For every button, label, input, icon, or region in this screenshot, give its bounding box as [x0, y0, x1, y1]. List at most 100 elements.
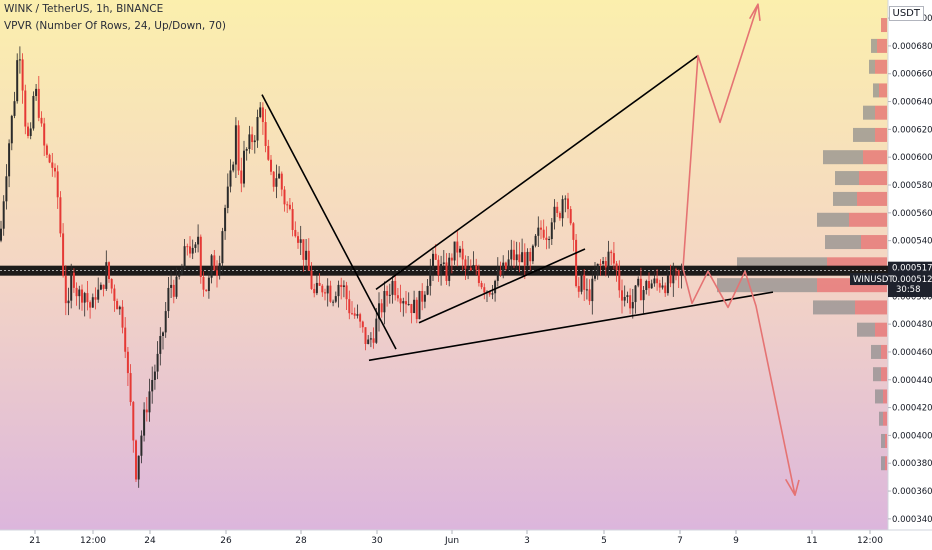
- time-tick-label: 26: [220, 536, 232, 546]
- candle-body: [421, 290, 424, 302]
- candle-body: [8, 143, 11, 177]
- candle-body: [378, 303, 380, 319]
- candle-body: [604, 261, 607, 268]
- candle-body: [448, 257, 451, 281]
- candle-body: [110, 279, 113, 289]
- price-tag-level: 0.0005177: [892, 264, 932, 274]
- candle-body: [329, 285, 332, 302]
- candle-body: [504, 262, 507, 269]
- time-axis-background: [0, 530, 932, 550]
- candle-body: [313, 288, 316, 294]
- candle-body: [526, 251, 529, 266]
- candle-body: [243, 150, 245, 184]
- candle-body: [553, 206, 556, 223]
- volume-bar-down: [881, 18, 887, 33]
- candle-body: [199, 236, 202, 278]
- trendlines[interactable]: [261, 54, 774, 362]
- projection-arrows[interactable]: [682, 3, 800, 497]
- candle-body: [315, 282, 318, 294]
- candle-body: [248, 134, 251, 150]
- candle-body: [48, 154, 51, 163]
- candle-body: [221, 231, 224, 264]
- candle-body: [369, 338, 372, 340]
- candle-body: [340, 284, 343, 287]
- candle-body: [288, 204, 291, 210]
- candle-body: [91, 297, 94, 308]
- candle-body: [386, 290, 389, 296]
- candle-body: [602, 261, 605, 264]
- candle-body: [356, 314, 359, 316]
- candle-body: [361, 321, 364, 328]
- candle-body: [213, 255, 216, 271]
- candle-body: [283, 189, 286, 205]
- candle-body: [364, 327, 367, 345]
- candle-body: [529, 251, 532, 262]
- candle-body: [216, 270, 218, 276]
- candle-body: [502, 262, 505, 275]
- candle-body: [639, 278, 642, 301]
- candle-body: [437, 259, 440, 275]
- candle-body: [40, 117, 43, 124]
- candle-body: [675, 269, 677, 271]
- candle-body: [132, 402, 135, 441]
- time-tick-label: 28: [295, 536, 307, 546]
- candle-body: [180, 268, 183, 275]
- candle-body: [70, 272, 73, 301]
- candle-body: [299, 239, 302, 243]
- candle-body: [24, 90, 27, 127]
- volume-bar-up: [863, 105, 875, 120]
- candle-body: [224, 207, 227, 232]
- candle-body: [556, 206, 559, 213]
- candle-body: [162, 332, 164, 336]
- candle-body: [499, 270, 502, 275]
- volume-bar-up: [817, 212, 849, 227]
- candle-body: [507, 259, 510, 269]
- candle-body: [51, 162, 54, 168]
- candle-body: [642, 290, 645, 301]
- candle-body: [477, 269, 480, 284]
- candle-body: [35, 88, 38, 96]
- candle-body: [175, 276, 178, 297]
- volume-bar-down: [855, 300, 887, 315]
- candle-body: [318, 282, 321, 286]
- volume-bar-up: [813, 300, 855, 315]
- projection-path: [682, 268, 800, 497]
- candle-body: [232, 164, 235, 171]
- candle-body: [81, 289, 83, 303]
- indicator-legend[interactable]: VPVR (Number Of Rows, 24, Up/Down, 70): [4, 20, 227, 32]
- candle-body: [189, 246, 191, 254]
- candle-body: [480, 283, 483, 288]
- candle-body: [186, 246, 189, 248]
- candle-body: [145, 409, 148, 413]
- candle-body: [310, 270, 313, 289]
- candle-body: [453, 241, 456, 261]
- candle-body: [159, 335, 162, 354]
- volume-bar-down: [863, 150, 887, 165]
- candle-body: [399, 298, 402, 304]
- symbol-legend[interactable]: WINK / TetherUS, 1h, BINANCE: [4, 3, 164, 15]
- candle-body: [56, 171, 59, 198]
- volume-bar-up: [833, 191, 857, 206]
- candle-body: [575, 239, 578, 287]
- candle-body: [148, 391, 151, 413]
- candle-body: [210, 255, 213, 278]
- candle-body: [610, 251, 613, 254]
- candle-body: [251, 134, 254, 143]
- candle-body: [548, 239, 551, 241]
- candle-body: [588, 289, 591, 302]
- volume-bar-up: [881, 456, 885, 471]
- volume-bar-down: [875, 105, 887, 120]
- projection-path: [682, 3, 761, 269]
- volume-bar-down: [861, 235, 887, 250]
- candle-body: [307, 250, 310, 271]
- candle-body: [469, 267, 472, 271]
- candle-body: [394, 280, 397, 296]
- volume-bar-down: [885, 456, 887, 471]
- candle-body: [240, 170, 243, 184]
- candle-body: [348, 299, 351, 314]
- currency-button[interactable]: USDT: [888, 6, 924, 21]
